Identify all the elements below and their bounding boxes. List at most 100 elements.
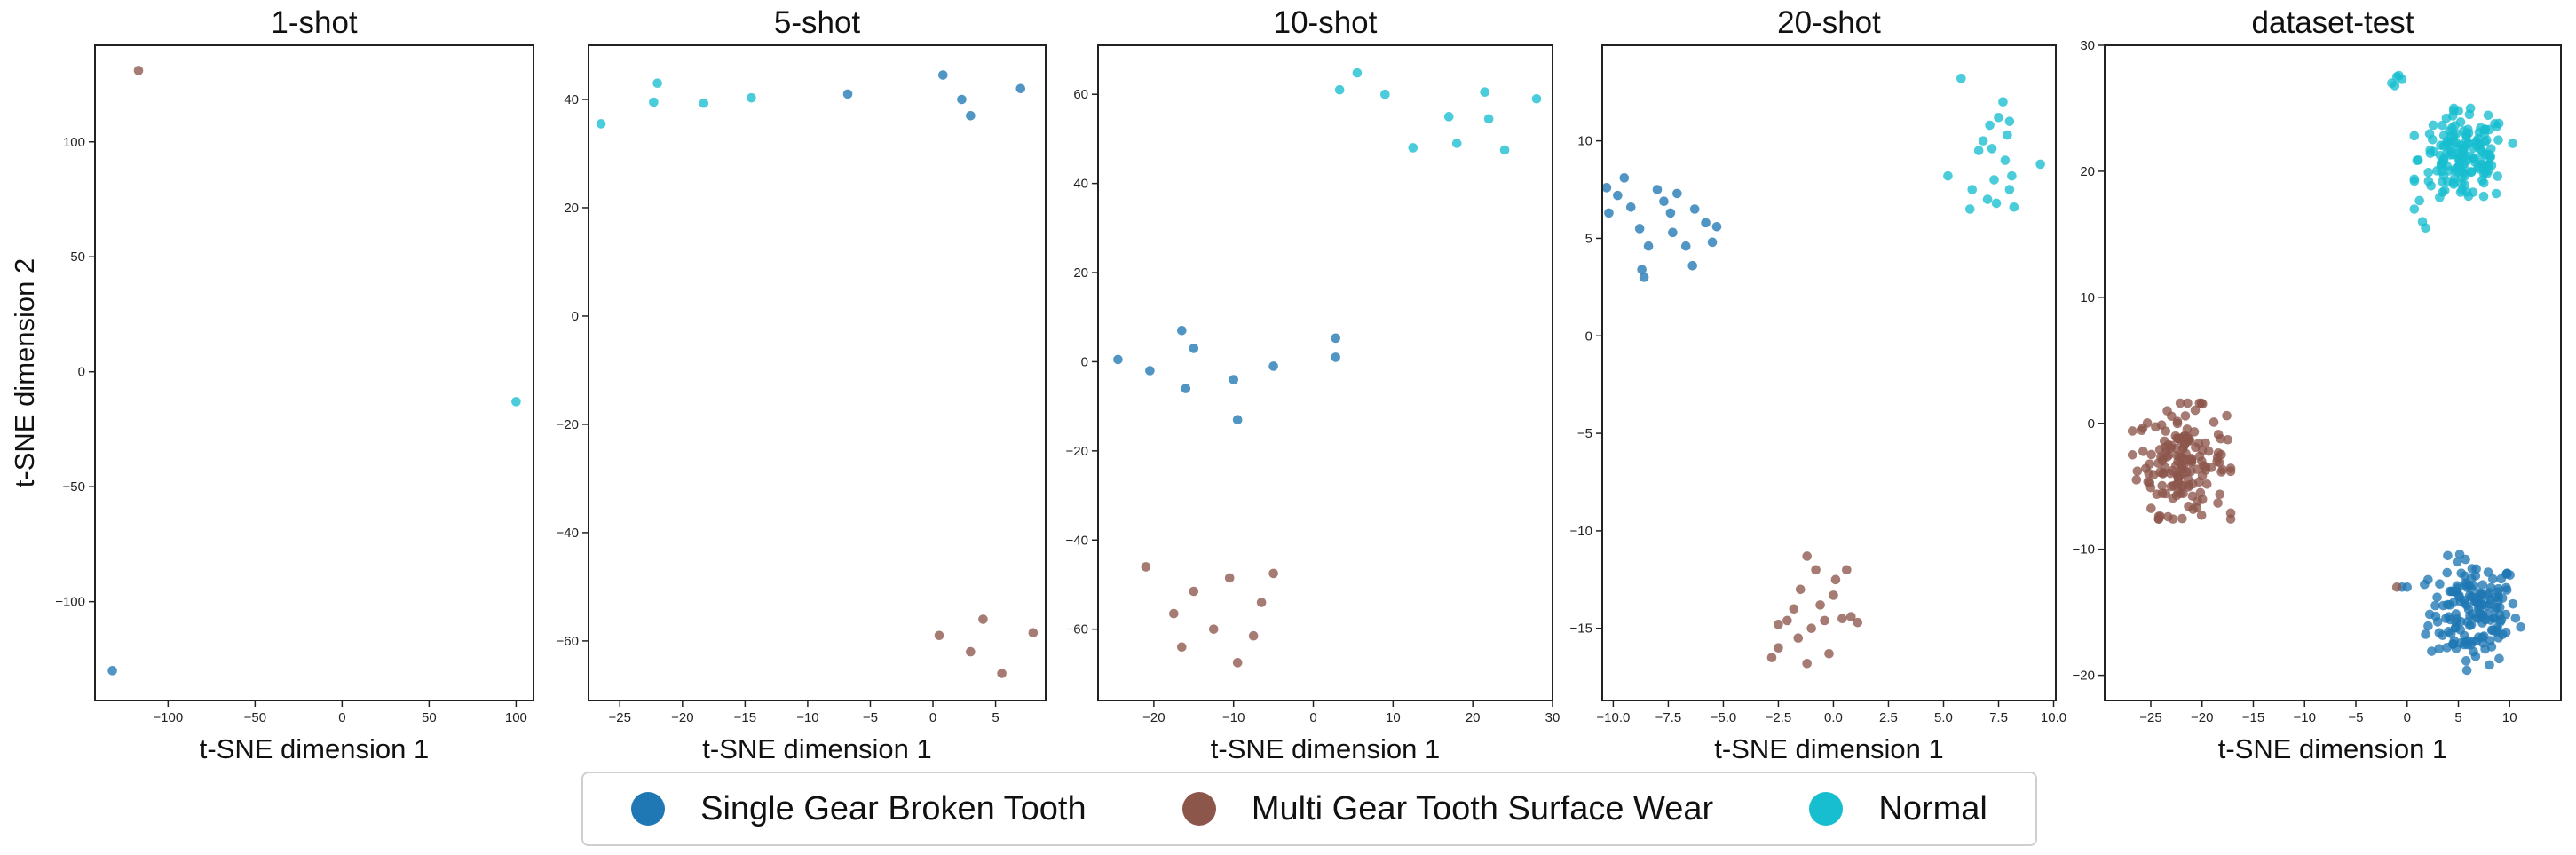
scatter-point xyxy=(966,110,976,121)
scatter-point xyxy=(2508,139,2518,148)
scatter-point xyxy=(2470,651,2481,661)
scatter-point xyxy=(1665,208,1676,218)
scatter-point xyxy=(2137,423,2148,433)
x-tick-label: 0 xyxy=(929,710,936,725)
scatter-point xyxy=(2478,178,2489,188)
scatter-point xyxy=(2510,613,2521,623)
y-tick-label: 0 xyxy=(1081,354,1088,369)
scatter-point xyxy=(2493,171,2503,181)
scatter-point xyxy=(2409,131,2420,141)
scatter-point xyxy=(978,614,988,624)
scatter-point xyxy=(2146,449,2157,460)
scatter-point xyxy=(2178,443,2188,453)
scatter-points xyxy=(1601,74,2045,669)
scatter-point xyxy=(1820,615,1829,626)
panel-3: 20-shot −10.0 −7.5 −5.0 −2.5 0.0 2.5 5.0 7.5 10.0… xyxy=(1570,5,2067,764)
scatter-point xyxy=(2428,120,2438,131)
scatter-point xyxy=(2158,468,2169,478)
scatter-point xyxy=(1268,568,1278,579)
scatter-point xyxy=(1352,67,1363,78)
x-tick-label: −50 xyxy=(244,710,266,725)
scatter-point xyxy=(1169,608,1179,619)
scatter-point xyxy=(2492,122,2501,131)
y-tick-label: 40 xyxy=(1073,177,1088,192)
scatter-point xyxy=(1145,366,1155,376)
scatter-point xyxy=(1680,241,1691,251)
x-tick-label: −7.5 xyxy=(1655,710,1682,725)
scatter-point xyxy=(2182,424,2193,434)
legend-swatch-broken-tooth xyxy=(631,792,666,826)
scatter-point xyxy=(2454,550,2465,559)
scatter-point xyxy=(2132,466,2143,476)
scatter-point xyxy=(1177,642,1187,653)
scatter-point xyxy=(1973,146,1984,155)
scatter-point xyxy=(2430,600,2440,611)
scatter-point xyxy=(2434,644,2445,654)
y-tick-label: −20 xyxy=(1066,444,1088,459)
scatter-point xyxy=(1829,590,1838,600)
scatter-point xyxy=(2491,188,2501,199)
scatter-point xyxy=(2486,161,2497,170)
scatter-point xyxy=(957,94,967,105)
scatter-point xyxy=(2446,614,2455,625)
x-tick-label: 10.0 xyxy=(2041,710,2066,725)
scatter-point xyxy=(1687,260,1698,271)
scatter-point xyxy=(2455,597,2466,607)
scatter-point xyxy=(2412,155,2422,166)
scatter-point xyxy=(2485,660,2494,670)
panel-title: 5-shot xyxy=(774,5,861,40)
scatter-point xyxy=(1625,202,1636,212)
scatter-point xyxy=(2502,568,2512,579)
scatter-point xyxy=(2477,580,2488,590)
scatter-point xyxy=(2409,204,2420,214)
scatter-point xyxy=(2222,410,2232,421)
scatter-point xyxy=(842,89,853,99)
scatter-point xyxy=(2475,154,2485,164)
scatter-point xyxy=(596,119,606,129)
scatter-point xyxy=(2460,179,2469,190)
scatter-point xyxy=(1189,586,1199,597)
scatter-point xyxy=(2201,479,2212,489)
x-tick-label: 0 xyxy=(1309,710,1316,725)
scatter-point xyxy=(2456,568,2467,578)
scatter-point xyxy=(2430,611,2441,621)
x-tick-label: −10 xyxy=(796,710,818,725)
scatter-point xyxy=(652,78,662,88)
scatter-point xyxy=(1815,600,1825,610)
scatter-point xyxy=(2464,580,2474,590)
scatter-point xyxy=(1978,136,1988,146)
scatter-point xyxy=(1334,84,1345,95)
panel-title: 1-shot xyxy=(271,5,358,40)
scatter-point xyxy=(2461,131,2471,140)
scatter-point xyxy=(2435,579,2445,590)
y-tick-label: 0 xyxy=(572,309,579,324)
x-axis-label: t-SNE dimension 1 xyxy=(702,733,931,764)
x-tick-label: 5.0 xyxy=(1934,710,1953,725)
scatter-point xyxy=(2483,567,2493,577)
scatter-point xyxy=(1837,614,1847,624)
scatter-point xyxy=(1774,643,1783,653)
x-tick-label: 0 xyxy=(2404,710,2411,725)
scatter-point xyxy=(2391,582,2402,592)
scatter-point xyxy=(2452,557,2462,567)
y-tick-label: −5 xyxy=(1577,426,1592,441)
plot-frame xyxy=(1097,44,1553,701)
scatter-point xyxy=(2146,503,2156,513)
y-tick-label: 0 xyxy=(2088,416,2095,431)
scatter-point xyxy=(2155,511,2165,521)
scatter-point xyxy=(1766,653,1777,662)
scatter-point xyxy=(2151,422,2161,432)
scatter-point xyxy=(2000,155,2011,165)
scatter-point xyxy=(2459,168,2469,178)
scatter-point xyxy=(1499,145,1510,155)
scatter-point xyxy=(1601,183,1612,193)
x-tick-label: −5 xyxy=(2348,710,2363,725)
scatter-point xyxy=(2197,445,2208,455)
scatter-point xyxy=(1985,120,1995,131)
x-tick-label: 7.5 xyxy=(1989,710,2008,725)
scatter-point xyxy=(2421,223,2430,234)
scatter-point xyxy=(2488,574,2498,584)
scatter-point xyxy=(2470,571,2481,581)
legend: Single Gear Broken Tooth Multi Gear Toot… xyxy=(581,772,2037,846)
scatter-point xyxy=(2423,176,2434,186)
